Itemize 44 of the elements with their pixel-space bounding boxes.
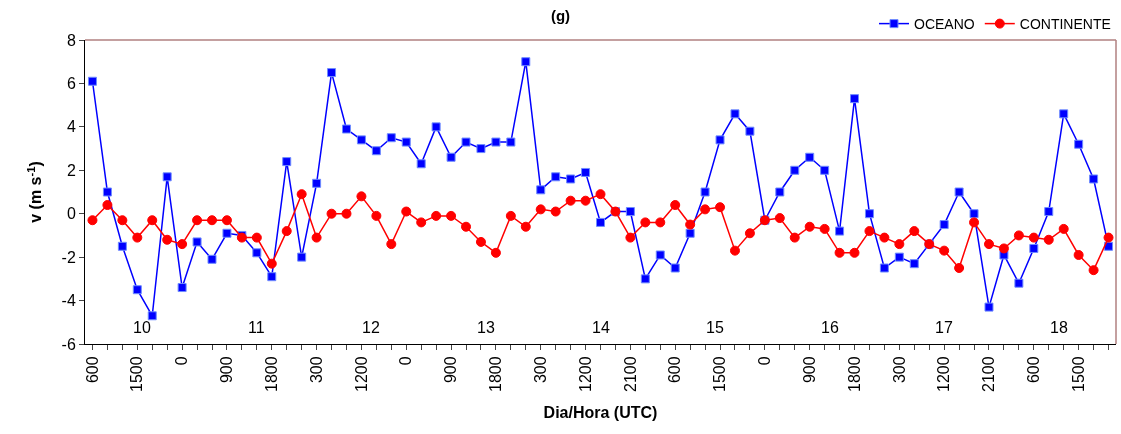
x-tick-label: 900	[218, 356, 236, 384]
y-tick-label: 6	[66, 75, 76, 93]
x-tick-label: 900	[442, 356, 460, 384]
x-tick-label: 0	[756, 356, 774, 366]
annotation: 17	[935, 319, 953, 336]
x-tick-label: 2100	[621, 356, 639, 392]
y-tick-label: 2	[66, 161, 76, 179]
legend-label: CONTINENTE	[1019, 16, 1111, 33]
x-tick-label: 600	[1025, 356, 1043, 384]
annotation: 18	[1050, 319, 1068, 336]
x-tick-label: 1800	[487, 356, 505, 392]
y-tick-label: 0	[66, 205, 76, 223]
chart-title: (g)	[550, 7, 571, 25]
y-tick-label: 8	[66, 31, 76, 49]
legend-label: OCEANO	[914, 16, 975, 33]
x-tick-label: 1500	[711, 356, 729, 392]
y-tick-label: -6	[61, 335, 76, 353]
x-tick-label: 300	[307, 356, 325, 384]
x-tick-label: 2100	[980, 356, 998, 392]
annotation: 11	[248, 319, 265, 336]
y-tick-label: -4	[61, 292, 76, 310]
annotation: 13	[477, 319, 495, 336]
x-tick-label: 300	[890, 356, 908, 384]
x-tick-label: 1200	[576, 356, 594, 392]
x-tick-label: 600	[666, 356, 684, 384]
annotation: 14	[592, 319, 610, 336]
x-tick-label: 0	[173, 356, 191, 366]
annotation: 10	[133, 319, 151, 336]
y-tick-label: 4	[66, 118, 76, 136]
x-tick-label: 1800	[262, 356, 280, 392]
x-tick-label: 1800	[845, 356, 863, 392]
annotation: 12	[362, 319, 380, 336]
x-tick-label: 1500	[128, 356, 146, 392]
y-tick-label: -2	[61, 248, 76, 266]
x-tick-label: 900	[800, 356, 818, 384]
x-tick-label: 1500	[1069, 356, 1087, 392]
x-tick-label: 600	[83, 356, 101, 384]
x-tick-label: 1200	[352, 356, 370, 392]
x-tick-label: 300	[531, 356, 549, 384]
annotation: 16	[821, 319, 839, 336]
x-tick-label: 0	[397, 356, 415, 366]
x-tick-label: 1200	[935, 356, 953, 392]
annotation: 15	[706, 319, 724, 336]
x-axis-title: Dia/Hora (UTC)	[543, 403, 658, 421]
